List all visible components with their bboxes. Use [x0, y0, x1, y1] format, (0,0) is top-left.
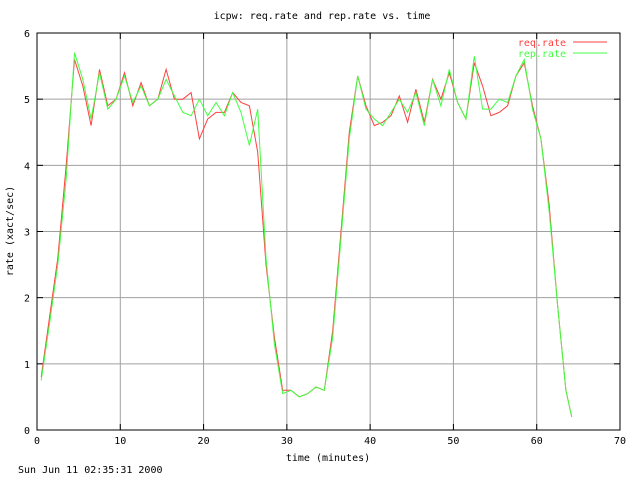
legend-label: rep.rate	[518, 49, 566, 60]
legend-label: req.rate	[518, 38, 566, 49]
x-tick-label: 10	[114, 436, 126, 447]
series-line-rep-rate	[40, 52, 573, 417]
timestamp: Sun Jun 11 02:35:31 2000	[18, 465, 163, 476]
x-tick-label: 0	[34, 436, 40, 447]
x-tick-label: 40	[364, 436, 376, 447]
y-tick-label: 6	[24, 29, 30, 40]
x-tick-label: 60	[531, 436, 543, 447]
y-tick-label: 4	[24, 161, 30, 172]
y-tick-label: 3	[24, 228, 30, 239]
x-tick-label: 30	[281, 436, 293, 447]
y-tick-label: 2	[24, 294, 30, 305]
chart-title: icpw: req.rate and rep.rate vs. time	[214, 11, 431, 22]
x-axis-label: time (minutes)	[286, 453, 370, 464]
y-tick-label: 1	[24, 360, 30, 371]
y-tick-label: 0	[24, 426, 30, 437]
y-tick-label: 5	[24, 95, 30, 106]
x-tick-label: 50	[447, 436, 459, 447]
y-axis-label: rate (xact/sec)	[5, 186, 16, 276]
plot-border	[36, 32, 621, 431]
x-tick-label: 70	[614, 436, 626, 447]
x-tick-label: 20	[198, 436, 210, 447]
